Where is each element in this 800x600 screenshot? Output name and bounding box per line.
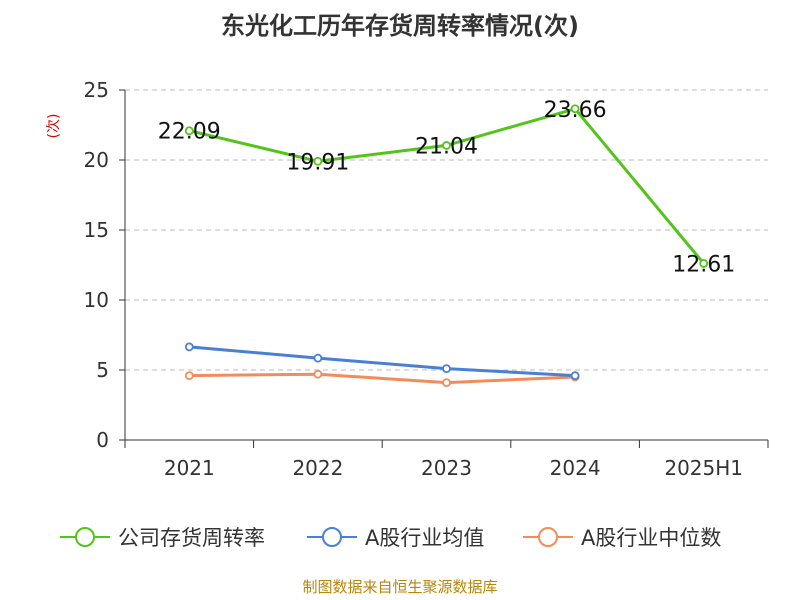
data-point (184, 342, 194, 352)
y-tick-label: 5 (96, 358, 109, 382)
data-point (184, 371, 194, 381)
data-label: 22.09 (158, 120, 221, 145)
data-label: 12.61 (672, 252, 735, 277)
legend: 公司存货周转率 A股行业均值 A股行业中位数 (60, 526, 721, 550)
data-point (313, 353, 323, 363)
series-line (189, 345, 576, 378)
series-line (188, 107, 705, 265)
data-point (442, 141, 451, 150)
data-point (570, 371, 580, 381)
chart-title: 东光化工历年存货周转率情况(次) (221, 12, 579, 40)
y-tick-label: 10 (84, 288, 109, 312)
legend-label: A股行业中位数 (581, 526, 721, 550)
legend-label: 公司存货周转率 (118, 526, 265, 550)
legend-marker (75, 527, 95, 547)
data-point (184, 126, 194, 136)
y-tick-label: 25 (84, 78, 109, 102)
data-point (699, 259, 709, 268)
data-label: 23.66 (544, 98, 607, 123)
series-layer: 22.09 19.91 21.04 23.66 12.61 (158, 98, 735, 388)
x-tick-label: 2021 (164, 456, 215, 480)
x-tick-label: 2024 (550, 456, 601, 480)
x-tick-label: 2025H1 (664, 456, 743, 480)
data-label: 21.04 (415, 134, 478, 159)
legend-marker (322, 527, 342, 547)
x-tick-label: 2023 (421, 456, 472, 480)
y-tick-label: 0 (96, 428, 109, 452)
legend-label: A股行业均值 (365, 526, 484, 550)
data-point (313, 369, 323, 379)
y-tick-label: 20 (84, 148, 109, 172)
data-point (442, 364, 451, 374)
data-point (442, 378, 451, 388)
x-tick-label: 2022 (292, 456, 343, 480)
legend-marker (538, 527, 558, 547)
data-label: 19.91 (286, 150, 349, 175)
y-tick-label: 15 (84, 218, 109, 242)
source-note: 制图数据来自恒生聚源数据库 (302, 578, 497, 596)
data-point (313, 156, 323, 166)
grid-lines (125, 89, 768, 371)
y-axis-label: (次) (46, 114, 62, 139)
data-point (570, 104, 580, 114)
axes: 0 5 10 15 20 25 2021 2022 2023 2024 2025H1 (84, 78, 769, 480)
series-line (189, 372, 576, 385)
